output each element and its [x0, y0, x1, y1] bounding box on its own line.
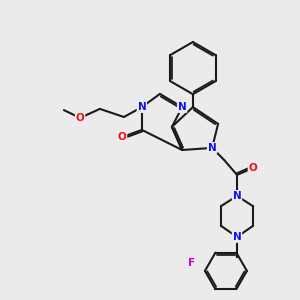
- Text: O: O: [76, 113, 85, 123]
- Text: N: N: [137, 102, 146, 112]
- Text: O: O: [248, 163, 257, 173]
- Text: N: N: [178, 102, 187, 112]
- Text: O: O: [118, 132, 127, 142]
- Text: N: N: [208, 143, 217, 153]
- Text: F: F: [188, 258, 195, 268]
- Text: N: N: [232, 191, 242, 201]
- Text: N: N: [232, 232, 242, 242]
